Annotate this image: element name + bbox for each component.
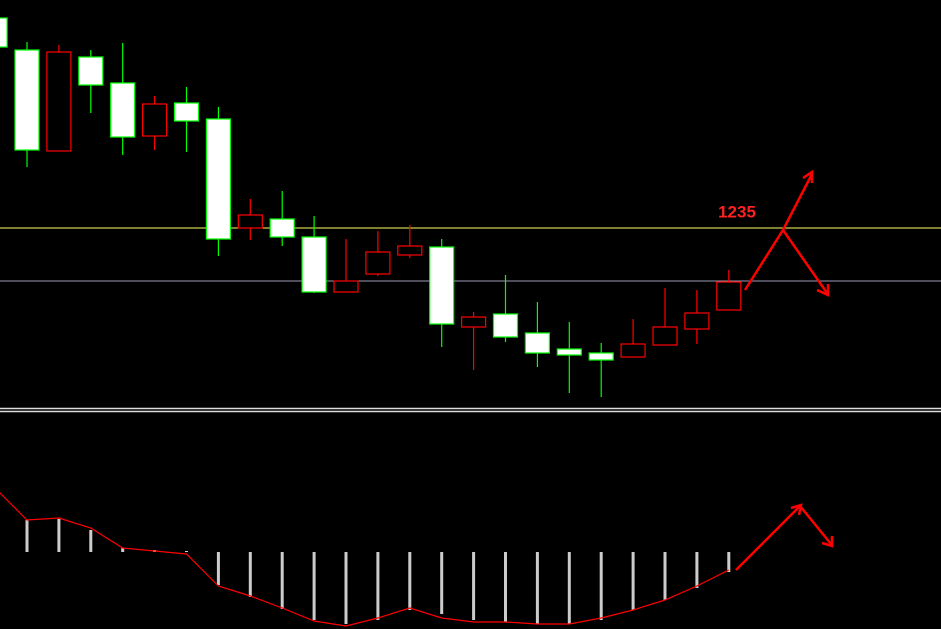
arrow-head bbox=[816, 284, 830, 297]
candle-body bbox=[556, 348, 582, 356]
candle-body bbox=[0, 17, 8, 48]
histogram-bar bbox=[344, 552, 348, 624]
histogram-bar bbox=[376, 552, 380, 620]
candle-body bbox=[397, 245, 423, 256]
histogram-bar bbox=[248, 552, 252, 597]
candle-body bbox=[173, 102, 200, 122]
histogram-bar bbox=[567, 552, 571, 624]
candle-body bbox=[237, 214, 263, 229]
indicator-line bbox=[0, 492, 730, 627]
histogram-bar bbox=[663, 552, 667, 600]
candle-body bbox=[333, 280, 359, 293]
histogram-bar bbox=[89, 530, 93, 552]
candle-body bbox=[716, 281, 742, 311]
arrow-head bbox=[802, 169, 814, 183]
candle-body bbox=[142, 103, 168, 137]
arrow-down bbox=[781, 229, 829, 294]
candle-body bbox=[365, 251, 391, 275]
histogram-bar bbox=[631, 552, 635, 610]
candle-body bbox=[301, 236, 327, 293]
candle-body bbox=[524, 332, 551, 354]
histogram-bar bbox=[535, 552, 539, 624]
histogram-bar bbox=[695, 552, 699, 588]
candle-body bbox=[684, 312, 710, 330]
candle-body bbox=[78, 56, 104, 86]
candle-body bbox=[110, 82, 136, 138]
candle-body bbox=[429, 246, 455, 325]
histogram-bar bbox=[216, 552, 220, 585]
histogram-bar bbox=[727, 552, 731, 572]
histogram-bar bbox=[121, 548, 125, 552]
level-label: 1235 bbox=[718, 202, 756, 221]
candle-body bbox=[620, 343, 646, 358]
histogram-bar bbox=[25, 520, 29, 552]
candle-body bbox=[588, 352, 614, 361]
histogram-bar bbox=[504, 552, 507, 622]
arrow-head bbox=[821, 536, 834, 548]
candle-body bbox=[461, 316, 487, 328]
histogram-bar bbox=[280, 552, 284, 609]
histogram-bar bbox=[312, 552, 316, 620]
candle-body bbox=[205, 118, 231, 240]
candle-body bbox=[46, 51, 72, 152]
candle-body bbox=[14, 49, 40, 151]
indicator-panel bbox=[0, 492, 731, 627]
candle-body bbox=[492, 313, 519, 338]
forecast-arrows bbox=[735, 169, 834, 571]
histogram-bar bbox=[599, 552, 603, 620]
histogram-bar bbox=[440, 552, 444, 614]
histogram-bar bbox=[408, 552, 412, 610]
arrow-head bbox=[790, 503, 803, 516]
histogram-bar bbox=[185, 551, 188, 552]
candle-body bbox=[652, 326, 678, 346]
histogram-bar bbox=[57, 519, 61, 552]
candle-body bbox=[269, 218, 295, 238]
histogram-bar bbox=[472, 552, 476, 620]
price-panel: 1235 bbox=[0, 17, 941, 397]
